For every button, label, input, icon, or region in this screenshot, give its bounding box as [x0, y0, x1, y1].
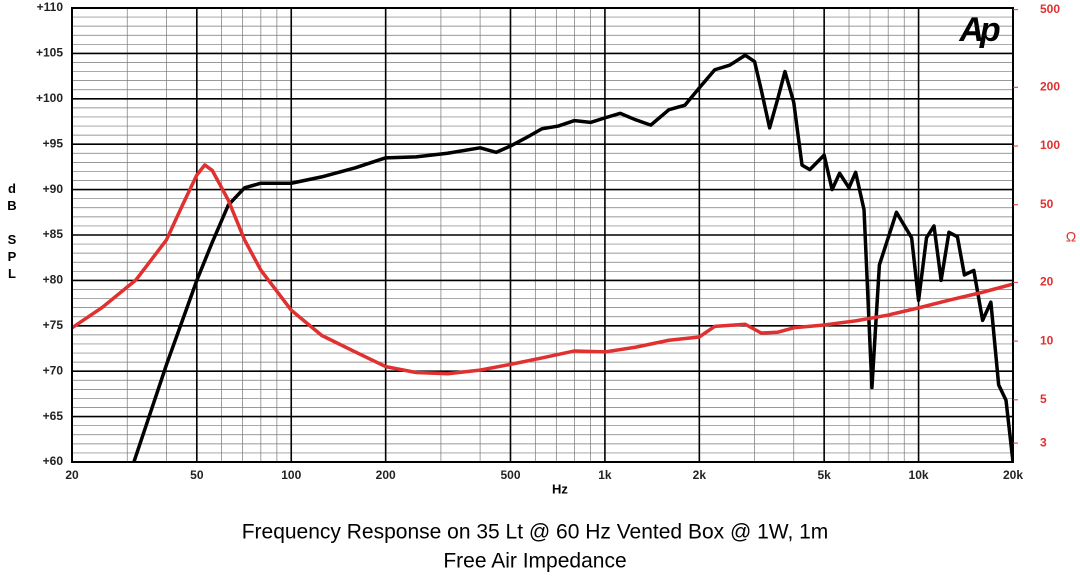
y2-tick-label: 20: [1040, 275, 1054, 289]
x-tick-label: 50: [190, 468, 204, 482]
plot-frame: [71, 7, 1014, 463]
x-tick-label: 1k: [598, 468, 612, 482]
y-tick-label: +60: [43, 454, 64, 468]
x-tick-label: 20k: [1003, 468, 1023, 482]
series-line: [72, 163, 1013, 376]
y-tick-label: +70: [43, 363, 64, 377]
x-tick-label: 500: [500, 468, 520, 482]
series-line: [132, 53, 1013, 462]
chart-title: Frequency Response on 35 Lt @ 60 Hz Vent…: [242, 521, 829, 544]
y2-tick-label: 500: [1040, 2, 1060, 16]
logo: Ap: [958, 11, 1000, 49]
y2-axis-label: Ω: [1066, 229, 1076, 245]
x-tick-label: 20: [65, 468, 79, 482]
y-tick-label: +65: [43, 409, 64, 423]
y-tick-label: +95: [43, 136, 64, 150]
y-tick-label: +100: [36, 91, 63, 105]
chart-subtitle: Free Air Impedance: [443, 550, 626, 573]
y-tick-label: +80: [43, 273, 64, 287]
y2-tick-label: 50: [1040, 197, 1054, 211]
y-axis-label: dB SPL: [5, 181, 20, 283]
y2-tick-label: 100: [1040, 138, 1060, 152]
x-axis-label: Hz: [552, 481, 568, 496]
y2-tick-label: 5: [1040, 392, 1047, 406]
y-tick-label: +85: [43, 227, 64, 241]
curves: [72, 53, 1013, 462]
y-tick-label: +105: [36, 46, 63, 60]
x-tick-label: 200: [376, 468, 396, 482]
y2-tick-label: 10: [1040, 333, 1054, 347]
x-tick-label: 5k: [817, 468, 831, 482]
y-tick-label: +90: [43, 182, 64, 196]
x-tick-label: 10k: [909, 468, 929, 482]
x-tick-label: 2k: [693, 468, 707, 482]
y-tick-label: +110: [37, 0, 64, 14]
y2-tick-label: 200: [1040, 79, 1060, 93]
x-tick-label: 100: [281, 468, 301, 482]
y-tick-label: +75: [43, 318, 64, 332]
y2-tick-label: 3: [1040, 435, 1047, 449]
